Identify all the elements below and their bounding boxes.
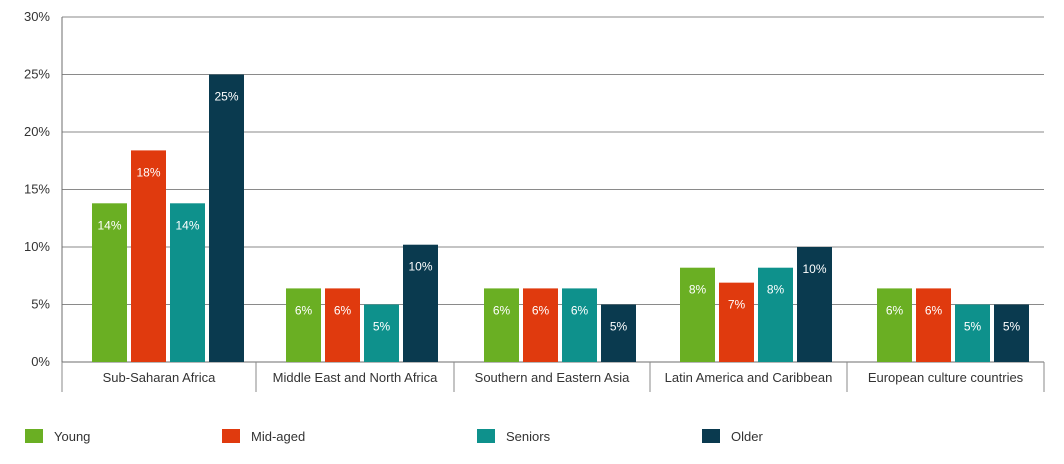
data-label: 25% xyxy=(214,90,238,104)
data-label: 8% xyxy=(767,283,785,297)
bar-young xyxy=(92,203,127,362)
bar-layer xyxy=(92,74,1029,362)
label-layer: 14% 18% 14% 25% 6% 6% 5% 10% 6% 6% 6% 5% 8% 7% 8% 10% 6%… xyxy=(97,90,1020,334)
y-tick-label: 30% xyxy=(24,9,50,24)
data-label: 8% xyxy=(689,283,707,297)
x-category-label: European culture countries xyxy=(868,370,1024,385)
legend-swatch xyxy=(222,429,240,443)
data-label: 6% xyxy=(925,303,943,317)
data-label: 10% xyxy=(408,260,432,274)
data-label: 10% xyxy=(802,262,826,276)
y-tick-label: 25% xyxy=(24,67,50,82)
y-tick-label: 5% xyxy=(31,297,50,312)
bar-mid-aged xyxy=(325,288,360,362)
data-label: 5% xyxy=(1003,320,1021,334)
y-tick-label: 20% xyxy=(24,124,50,139)
legend-swatch xyxy=(25,429,43,443)
data-label: 5% xyxy=(964,320,982,334)
bar-young xyxy=(484,288,519,362)
legend-swatch xyxy=(702,429,720,443)
bar-mid-aged xyxy=(916,288,951,362)
data-label: 18% xyxy=(136,165,160,179)
legend-label: Older xyxy=(731,429,763,444)
x-category-label: Southern and Eastern Asia xyxy=(475,370,630,385)
y-tick-label: 0% xyxy=(31,354,50,369)
data-label: 6% xyxy=(532,303,550,317)
bar-mid-aged xyxy=(131,150,166,362)
y-tick-label: 15% xyxy=(24,182,50,197)
data-label: 14% xyxy=(97,218,121,232)
legend: Young Mid-aged Seniors Older xyxy=(25,429,763,444)
data-label: 14% xyxy=(175,218,199,232)
bar-seniors xyxy=(562,288,597,362)
bar-seniors xyxy=(955,304,990,362)
bar-young xyxy=(286,288,321,362)
data-label: 6% xyxy=(493,303,511,317)
bar-older xyxy=(797,247,832,362)
legend-label: Seniors xyxy=(506,429,551,444)
data-label: 5% xyxy=(373,320,391,334)
bar-young xyxy=(680,267,715,362)
bar-older xyxy=(601,304,636,362)
bar-seniors xyxy=(758,267,793,362)
axis-layer: 0% 5% 10% 15% 20% 25% 30% Sub-Saharan Africa Mid… xyxy=(24,9,1045,392)
data-label: 7% xyxy=(728,298,746,312)
bar-seniors xyxy=(170,203,205,362)
y-tick-label: 10% xyxy=(24,239,50,254)
data-label: 6% xyxy=(571,303,589,317)
bar-mid-aged xyxy=(523,288,558,362)
bar-older xyxy=(209,74,244,362)
bar-older xyxy=(403,244,438,362)
x-category-label: Latin America and Caribbean xyxy=(665,370,833,385)
data-label: 5% xyxy=(610,320,628,334)
legend-label: Young xyxy=(54,429,90,444)
bar-seniors xyxy=(364,304,399,362)
legend-label: Mid-aged xyxy=(251,429,305,444)
bar-young xyxy=(877,288,912,362)
data-label: 6% xyxy=(334,303,352,317)
data-label: 6% xyxy=(295,303,313,317)
bar-mid-aged xyxy=(719,282,754,362)
x-category-label: Sub-Saharan Africa xyxy=(103,370,217,385)
legend-swatch xyxy=(477,429,495,443)
bar-older xyxy=(994,304,1029,362)
x-category-label: Middle East and North Africa xyxy=(273,370,439,385)
data-label: 6% xyxy=(886,303,904,317)
